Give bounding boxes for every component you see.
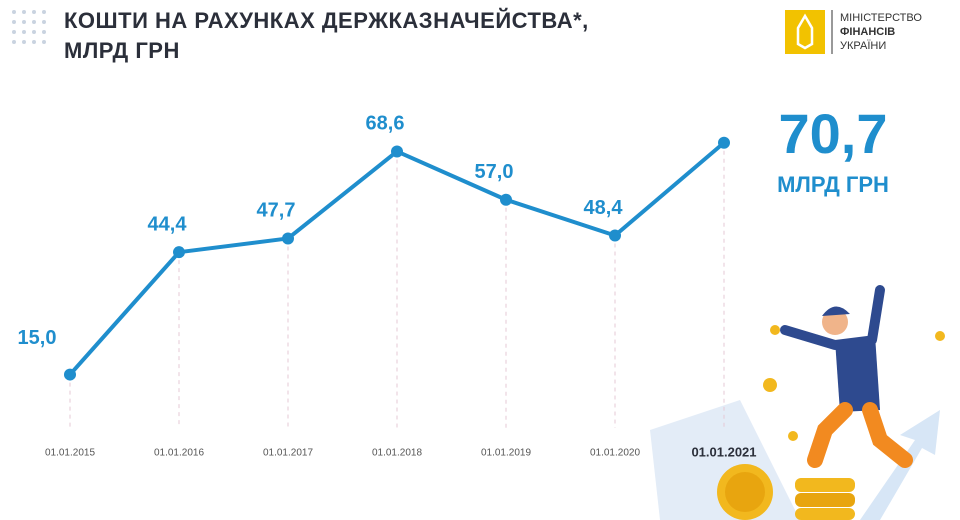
value-label: 44,4 bbox=[148, 213, 188, 235]
x-tick-label: 01.01.2015 bbox=[45, 448, 95, 459]
chart-title: КОШТИ НА РАХУНКАХ ДЕРЖКАЗНАЧЕЙСТВА*, МЛР… bbox=[64, 8, 589, 63]
illustration bbox=[650, 285, 945, 520]
unit-label: МЛРД ГРН bbox=[777, 172, 889, 197]
x-tick-label: 01.01.2018 bbox=[372, 448, 422, 459]
data-point bbox=[718, 136, 730, 149]
data-point bbox=[173, 246, 185, 259]
value-label: 48,4 bbox=[584, 197, 624, 219]
value-label: 57,0 bbox=[475, 161, 514, 183]
logo-text: УКРАЇНИ bbox=[840, 40, 886, 52]
logo-trident bbox=[796, 13, 814, 50]
dots-decoration bbox=[12, 10, 46, 44]
value-label: 68,6 bbox=[366, 113, 405, 135]
value-label-large: 70,7 bbox=[779, 102, 888, 165]
logo: МІНІСТЕРСТВО ФІНАНСІВ УКРАЇНИ bbox=[785, 10, 922, 54]
x-tick-label: 01.01.2019 bbox=[481, 448, 531, 459]
value-label: 15,0 bbox=[18, 327, 57, 349]
x-tick-label: 01.01.2016 bbox=[154, 448, 204, 459]
logo-text: ФІНАНСІВ bbox=[840, 26, 895, 38]
x-tick-label: 01.01.2017 bbox=[263, 448, 313, 459]
data-point bbox=[500, 193, 512, 206]
value-label: 47,7 bbox=[257, 200, 296, 222]
data-point bbox=[282, 232, 294, 245]
logo-text: МІНІСТЕРСТВО bbox=[840, 12, 922, 24]
x-tick-label: 01.01.2020 bbox=[590, 448, 640, 459]
data-point bbox=[609, 229, 621, 242]
x-tick-label: 01.01.2021 bbox=[691, 444, 756, 459]
data-point bbox=[391, 145, 403, 158]
data-point bbox=[64, 368, 76, 381]
